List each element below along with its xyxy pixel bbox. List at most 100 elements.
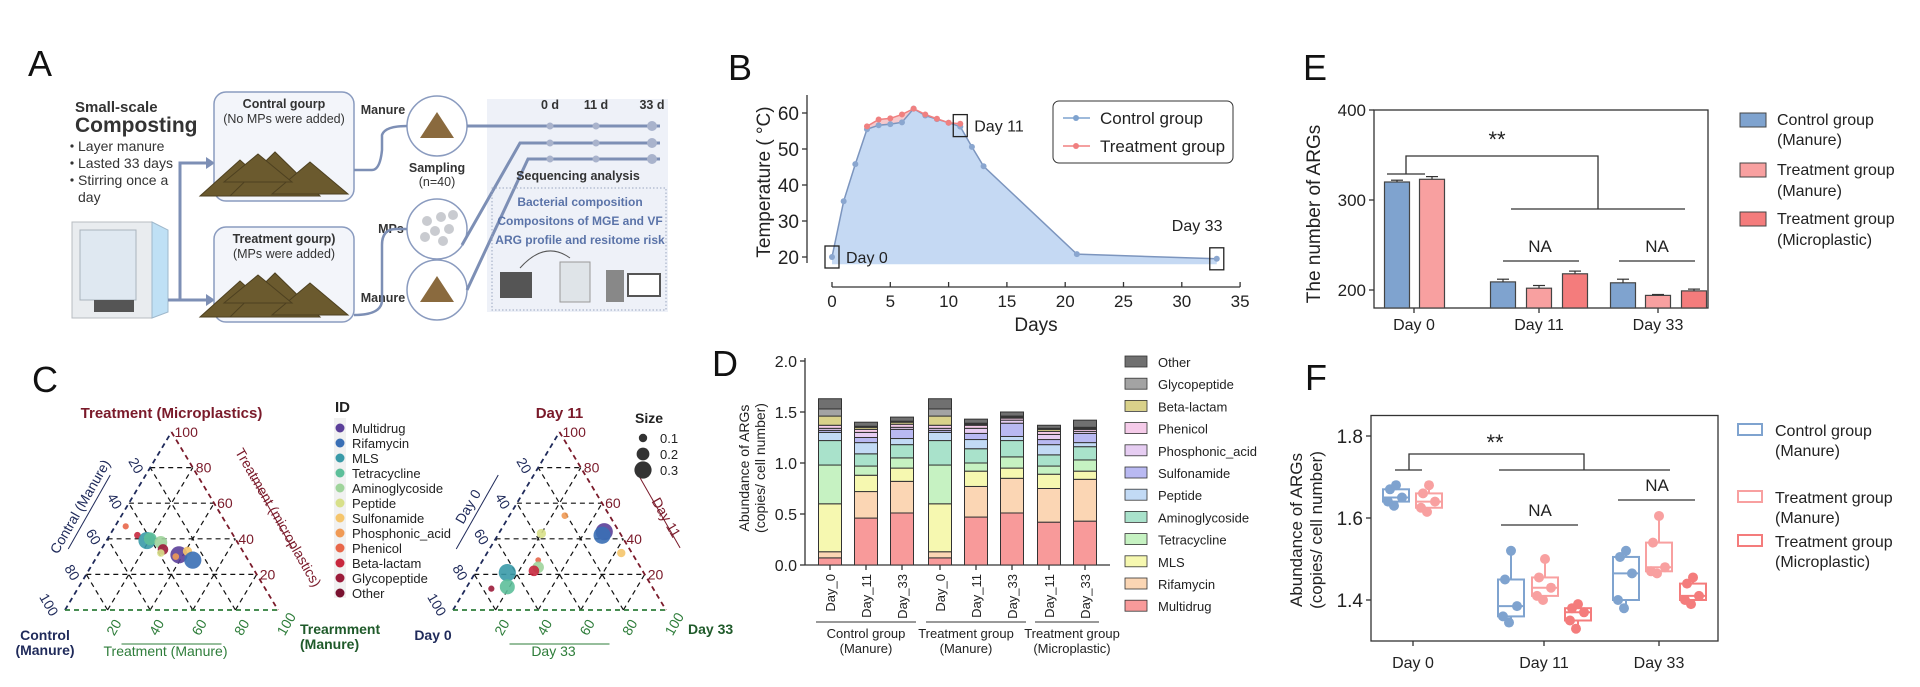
- bar-segment-other: [1037, 424, 1061, 429]
- bottom-axis-title: Treatment (Manure): [104, 643, 228, 659]
- flow-arrow: [168, 161, 206, 302]
- treatment-point: [945, 119, 952, 126]
- data-point: [1391, 480, 1401, 491]
- legend-label: MLS: [1158, 555, 1185, 570]
- x-tick-label: Day_11: [1042, 574, 1057, 618]
- grid-line: [495, 538, 539, 611]
- control-point: [1213, 255, 1220, 262]
- data-point: [1424, 480, 1434, 491]
- legend-swatch: [1124, 510, 1148, 523]
- legend-swatch: [1124, 488, 1148, 501]
- legend-swatch: [335, 453, 345, 463]
- bar-segment-aminoglycoside: [964, 448, 988, 464]
- y-tick-label: 1.8: [1337, 427, 1363, 448]
- grid-line: [580, 538, 624, 611]
- grid-line: [85, 574, 109, 611]
- grid-line: [192, 538, 236, 611]
- microplastic-icon: [438, 236, 448, 246]
- na-label: NA: [1528, 237, 1552, 256]
- group-label: (Manure): [840, 641, 893, 656]
- annotation-box: [952, 113, 968, 138]
- legend-label: Treatment group: [1100, 137, 1225, 156]
- ternary-point-phosphonic_acid: [172, 553, 180, 560]
- legend-label: (Manure): [1775, 443, 1840, 460]
- legend-label: Beta-lactam: [1158, 399, 1227, 414]
- grid-line: [622, 574, 646, 611]
- x-tick-label: Day_11: [969, 574, 984, 618]
- microplastic-icon: [430, 226, 440, 236]
- significance-bracket: [1395, 453, 1670, 471]
- bar-segment-peptide: [1000, 435, 1024, 442]
- bar-segment-multidrug: [890, 512, 914, 566]
- timepoint-dot: [592, 139, 600, 147]
- bar-segment-glycopeptide: [928, 408, 952, 417]
- bottom-tick-label: 80: [231, 616, 253, 638]
- bar: [1609, 282, 1637, 309]
- bar-segment-sulfonamide: [1073, 432, 1097, 444]
- legend-label: (Microplastic): [1775, 554, 1870, 571]
- treatment-point: [922, 111, 929, 118]
- bottom-tick-label: 60: [188, 616, 210, 638]
- grid-line: [537, 502, 603, 611]
- bar: [1383, 181, 1411, 309]
- left-side: [452, 431, 561, 611]
- monitor-icon: [627, 273, 661, 297]
- box: [1612, 555, 1640, 602]
- annotation-box: [1209, 247, 1225, 271]
- bar-segment-other: [854, 421, 878, 427]
- bar-segment-aminoglycoside: [1037, 454, 1061, 467]
- timepoint-dot: [647, 138, 657, 148]
- x-tick-label: 10: [939, 292, 958, 311]
- group-box-title: Treatment gourp): [233, 232, 336, 246]
- timeline-label: 11 d: [584, 98, 608, 112]
- data-point: [1416, 502, 1426, 513]
- ternary-point-phenicol: [122, 523, 129, 530]
- timeline-label: 33 d: [639, 98, 664, 112]
- x-tick-label: 30: [1172, 292, 1191, 311]
- bar: [1561, 273, 1589, 309]
- significance-label: **: [1486, 430, 1504, 455]
- control-area: [832, 108, 1217, 265]
- right-tick-label: 40: [238, 531, 254, 547]
- right-axis-arrow: [251, 477, 293, 549]
- y-tick-label: 0.5: [775, 507, 797, 524]
- x-tick-label: 35: [1231, 292, 1250, 311]
- sequencing-output-box: [491, 187, 667, 311]
- right-axis-arrow: [639, 477, 681, 549]
- x-tick-label: 25: [1114, 292, 1133, 311]
- legend-label: Treatment group: [1775, 490, 1893, 507]
- arrowhead-icon: [206, 157, 215, 169]
- bar-segment-tetracycline: [1037, 465, 1061, 475]
- bar-segment-peptide: [818, 431, 842, 442]
- bar-segment-peptide: [964, 439, 988, 450]
- bottom-tick-label: 40: [146, 616, 168, 638]
- legend-swatch: [335, 588, 345, 598]
- size-legend-title: Size: [635, 410, 663, 426]
- left-tick-label: 100: [424, 590, 450, 618]
- legend-swatch: [1124, 377, 1148, 390]
- grid-line: [473, 574, 497, 611]
- legend-swatch: [1124, 355, 1148, 368]
- ternary-point-peptide: [536, 528, 547, 539]
- legend-label: (Microplastic): [1777, 232, 1872, 249]
- data-point: [1660, 562, 1670, 573]
- bullet-text: Lasted 33 days: [78, 155, 173, 171]
- timeline-label: 0 d: [541, 98, 559, 112]
- legend-swatch: [1124, 555, 1148, 568]
- bar-segment-tetracycline: [928, 464, 952, 505]
- group-label: (Microplastic): [1033, 641, 1110, 656]
- manure-pile-icon: [222, 153, 294, 183]
- group-label: Control group: [827, 626, 906, 641]
- legend-label: Treatment group: [1777, 211, 1895, 228]
- data-point: [1573, 599, 1583, 610]
- ternary-point-glycopeptide: [488, 585, 495, 592]
- treatment-point: [887, 115, 894, 122]
- bar-segment-peptide: [928, 431, 952, 442]
- data-point: [1615, 551, 1625, 562]
- x-tick-label: Day_11: [859, 574, 874, 618]
- x-axis-title: Days: [1014, 315, 1057, 336]
- treatment-point: [875, 116, 882, 123]
- bar-segment-multidrug: [1073, 520, 1097, 566]
